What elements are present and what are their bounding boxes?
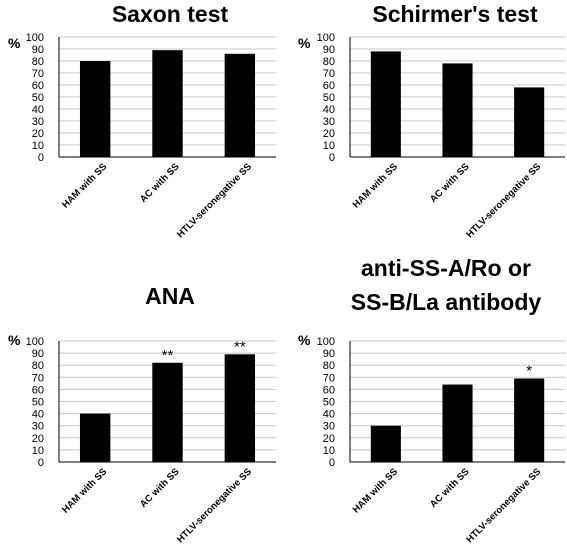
- y-axis-label: %: [298, 332, 311, 348]
- y-tick-label: 10: [323, 140, 335, 152]
- y-tick-label: 30: [32, 116, 44, 128]
- significance-marker: *: [526, 363, 532, 380]
- y-tick-label: 70: [32, 68, 44, 80]
- y-tick-label: 60: [32, 80, 44, 92]
- y-tick-label: 60: [323, 384, 335, 396]
- chart-panel-4: anti-SS-A/Ro or SS-B/La antibody% 01020304…: [298, 255, 565, 545]
- bar: [442, 384, 473, 462]
- x-tick-label: HTLV-seronegative SS: [175, 161, 254, 240]
- chart-title: Schirmer's test: [372, 1, 538, 27]
- chart-title-line: anti-SS-A/Ro or: [361, 255, 531, 281]
- x-tick-label: HAM with SS: [351, 161, 400, 210]
- chart-title: ANA: [145, 283, 195, 309]
- chart-title-line: Schirmer's test: [372, 1, 538, 27]
- bar: [442, 63, 473, 157]
- y-tick-label: 50: [32, 397, 44, 409]
- y-tick-label: 100: [317, 32, 335, 44]
- chart-title-line: ANA: [145, 283, 195, 309]
- x-tick-label: AC with SS: [428, 161, 472, 205]
- bar: [152, 362, 183, 462]
- y-tick-label: 100: [26, 32, 44, 44]
- chart-title: Saxon test: [112, 1, 229, 27]
- significance-marker: **: [162, 347, 174, 364]
- chart-title-line: SS-B/La antibody: [351, 289, 542, 315]
- bar: [514, 87, 545, 157]
- y-tick-label: 80: [323, 360, 335, 372]
- bar: [224, 354, 256, 462]
- y-tick-label: 70: [323, 68, 335, 80]
- significance-marker: **: [234, 338, 246, 355]
- y-tick-label: 30: [32, 421, 44, 433]
- chart-title-line: Saxon test: [112, 1, 229, 27]
- y-tick-label: 90: [32, 44, 44, 56]
- y-tick-label: 20: [32, 433, 44, 445]
- x-tick-label: AC with SS: [428, 466, 472, 510]
- y-tick-label: 50: [323, 397, 335, 409]
- y-tick-label: 50: [323, 92, 335, 104]
- y-tick-label: 10: [32, 445, 44, 457]
- y-tick-label: 30: [323, 116, 335, 128]
- bar: [224, 53, 256, 157]
- y-tick-label: 30: [323, 421, 335, 433]
- x-tick-label: HTLV-seronegative SS: [464, 161, 543, 240]
- y-axis-label: %: [298, 35, 311, 51]
- x-tick-label: AC with SS: [138, 466, 182, 510]
- y-tick-label: 90: [32, 348, 44, 360]
- y-tick-label: 50: [32, 92, 44, 104]
- y-tick-label: 40: [323, 104, 335, 116]
- x-tick-label: HAM with SS: [60, 161, 109, 210]
- y-tick-label: 100: [26, 336, 44, 348]
- x-tick-label: HTLV-seronegative SS: [175, 466, 254, 545]
- bar: [370, 425, 401, 462]
- y-tick-label: 40: [323, 409, 335, 421]
- bar: [79, 413, 111, 462]
- y-tick-label: 80: [32, 56, 44, 68]
- x-tick-label: HTLV-seronegative SS: [464, 466, 543, 545]
- x-tick-label: HAM with SS: [351, 466, 400, 515]
- y-tick-label: 0: [329, 457, 335, 469]
- bar: [370, 51, 401, 157]
- y-tick-label: 80: [323, 56, 335, 68]
- y-tick-label: 0: [329, 152, 335, 164]
- y-tick-label: 70: [32, 372, 44, 384]
- y-tick-label: 10: [32, 140, 44, 152]
- bar: [79, 61, 111, 157]
- y-tick-label: 80: [32, 360, 44, 372]
- chart-title: anti-SS-A/Ro or SS-B/La antibody: [351, 255, 542, 315]
- y-tick-label: 10: [323, 445, 335, 457]
- y-tick-label: 0: [38, 152, 44, 164]
- y-tick-label: 40: [32, 104, 44, 116]
- y-tick-label: 90: [323, 348, 335, 360]
- y-tick-label: 60: [32, 384, 44, 396]
- y-axis-label: %: [8, 332, 21, 348]
- y-tick-label: 40: [32, 409, 44, 421]
- x-tick-label: AC with SS: [138, 161, 182, 205]
- y-tick-label: 20: [32, 128, 44, 140]
- bar: [514, 378, 545, 462]
- y-tick-label: 90: [323, 44, 335, 56]
- y-axis-label: %: [8, 35, 21, 51]
- y-tick-label: 100: [317, 336, 335, 348]
- y-tick-label: 70: [323, 372, 335, 384]
- y-tick-label: 0: [38, 457, 44, 469]
- bar: [152, 50, 183, 158]
- y-tick-label: 20: [323, 128, 335, 140]
- x-tick-label: HAM with SS: [60, 466, 109, 515]
- y-tick-label: 60: [323, 80, 335, 92]
- y-tick-label: 20: [323, 433, 335, 445]
